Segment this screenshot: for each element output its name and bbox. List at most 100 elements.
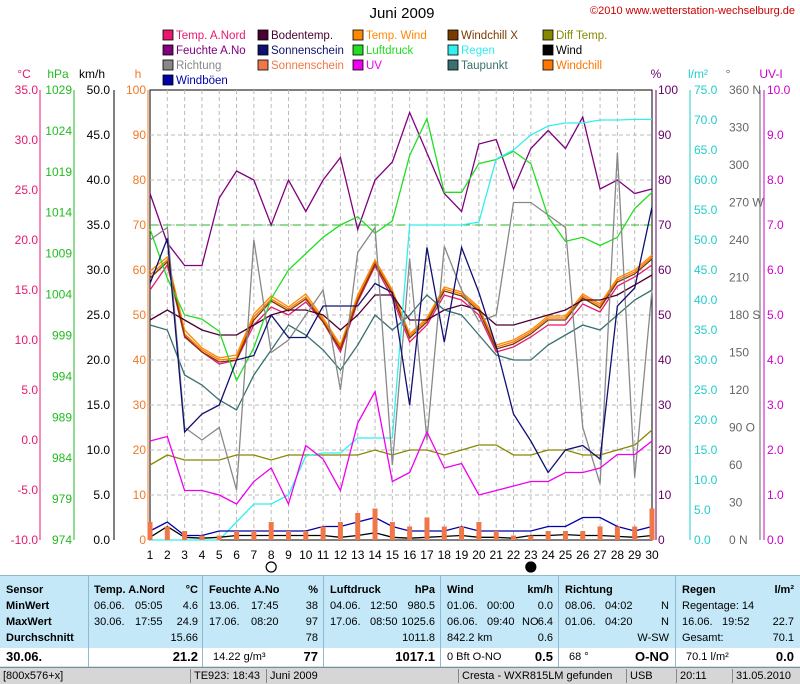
bar-sonnenschein [182,531,188,540]
axis-unit-temp: °C [17,67,31,81]
axis-tick-hpa: 1029 [45,83,72,97]
dir-degrees: 68 ° [569,651,589,663]
temp-avg: 15.66 [170,632,198,644]
temp-min-val: 4.6 [182,600,198,612]
axis-tick-kmh: 30.0 [87,263,111,277]
hum-min-date: 13.06. [209,600,240,612]
bar-sonnenschein [337,522,343,540]
bar-sonnenschein [234,531,240,540]
x-tick-label: 2 [164,548,171,562]
wind-distance: 842.2 km [447,632,493,644]
series-line-luftdruck [149,116,653,383]
x-tick-label: 9 [285,548,292,562]
axis-tick-h: 70 [133,218,147,232]
axis-tick-pct: 50 [658,308,672,322]
axis-tick-dir: 180 S [729,308,760,322]
dir-max-date: 01.06. [565,616,596,628]
status-resolution: [800x576+x] [3,670,64,682]
legend-label: Diff Temp. [556,30,607,42]
x-tick-label: 25 [559,548,573,562]
legend-swatch [162,29,174,41]
hum-min-val: 38 [305,600,318,612]
axis-tick-pct: 90 [658,128,672,142]
axis-tick-pct: 60 [658,263,672,277]
axis-tick-uv: 2.0 [767,443,784,457]
series-line-wind [149,525,653,539]
copyright: ©2010 www.wetterstation-wechselburg.de [590,5,795,17]
wind-max-time: 09:40 [487,616,515,628]
legend-swatch [352,44,364,56]
axis-tick-temp: 30.0 [15,133,39,147]
rain-days: Regentage: 14 [682,600,755,612]
bar-sonnenschein [355,513,361,540]
chart-title: Juni 2009 [369,5,434,22]
bar-sonnenschein [580,531,586,540]
status-station: Cresta - WXR815LM gefunden [458,669,626,683]
axis-tick-h: 20 [133,443,147,457]
sensor-min-label: MinWert [6,600,50,612]
axis-tick-pct: 70 [658,218,672,232]
axis-tick-rain: 15.0 [694,443,718,457]
x-tick-label: 29 [628,548,642,562]
x-tick-label: 20 [472,548,486,562]
legend-swatch [542,59,554,71]
legend-label: Sonnenschein [271,60,344,72]
bar-sonnenschein [459,526,465,540]
axis-unit-rain: l/m² [688,67,708,81]
wind-max-dir: NO [522,616,539,628]
bar-sonnenschein [424,517,430,540]
axis-tick-hpa: 994 [52,369,72,383]
hum-unit: % [308,584,318,596]
axis-tick-hpa: 1009 [45,247,72,261]
axis-tick-hpa: 1024 [45,124,72,138]
axis-tick-h: 10 [133,488,147,502]
axis-tick-pct: 80 [658,173,672,187]
bar-sonnenschein [562,531,568,540]
legend-swatch [542,29,554,41]
axis-unit-uv: UV-I [759,67,782,81]
x-tick-label: 26 [576,548,590,562]
axis-tick-kmh: 20.0 [87,353,111,367]
hum-max-val: 97 [305,616,318,628]
legend-swatch [352,29,364,41]
bar-sonnenschein [268,522,274,540]
series-line-uv [149,389,653,506]
x-tick-label: 18 [438,548,452,562]
rain-total-val: 70.1 [772,632,794,644]
legend-label: Richtung [176,60,221,72]
axis-tick-kmh: 15.0 [87,398,111,412]
axis-tick-hpa: 1004 [45,288,72,302]
press-max-date: 17.06. [330,616,361,628]
hum-max-date: 17.06. [209,616,240,628]
hum-title: Feuchte A.No [209,584,280,596]
press-min-val: 980.5 [407,600,435,612]
axis-tick-temp: 15.0 [15,283,39,297]
wind-current: 0.5 [534,649,553,664]
bar-sonnenschein [597,526,603,540]
x-tick-label: 6 [233,548,240,562]
sensor-avg-label: Durchschnitt [6,632,74,644]
wind-max-date: 06.06. [447,616,478,628]
status-bar: [800x576+x] TE923: 18:43 Juni 2009 Crest… [0,667,800,684]
axis-tick-uv: 1.0 [767,488,784,502]
temp-max-val: 24.9 [176,616,198,628]
axis-tick-dir: 120 [729,383,749,397]
series-line-diff-temp- [149,429,653,466]
axis-tick-dir: 0 N [729,533,748,547]
axis-tick-h: 30 [133,398,147,412]
legend-label: Regen [461,45,495,57]
bar-sonnenschein [303,531,309,540]
stats-col-sensor: Sensor MinWert MaxWert Durchschnitt 30.0… [0,576,89,668]
x-tick-label: 12 [334,548,348,562]
press-avg: 1011.8 [402,632,435,644]
dir-avg: W-SW [637,632,669,644]
press-current: 1017.1 [395,649,435,664]
x-tick-label: 27 [593,548,607,562]
hum-current: 77 [303,649,318,664]
temp-unit: °C [185,584,198,596]
rain-unit: l/m² [774,584,794,596]
status-connection: USB [626,669,676,683]
x-tick-label: 21 [490,548,504,562]
press-min-time: 12:50 [370,600,398,612]
hum-avg: 78 [305,632,318,644]
